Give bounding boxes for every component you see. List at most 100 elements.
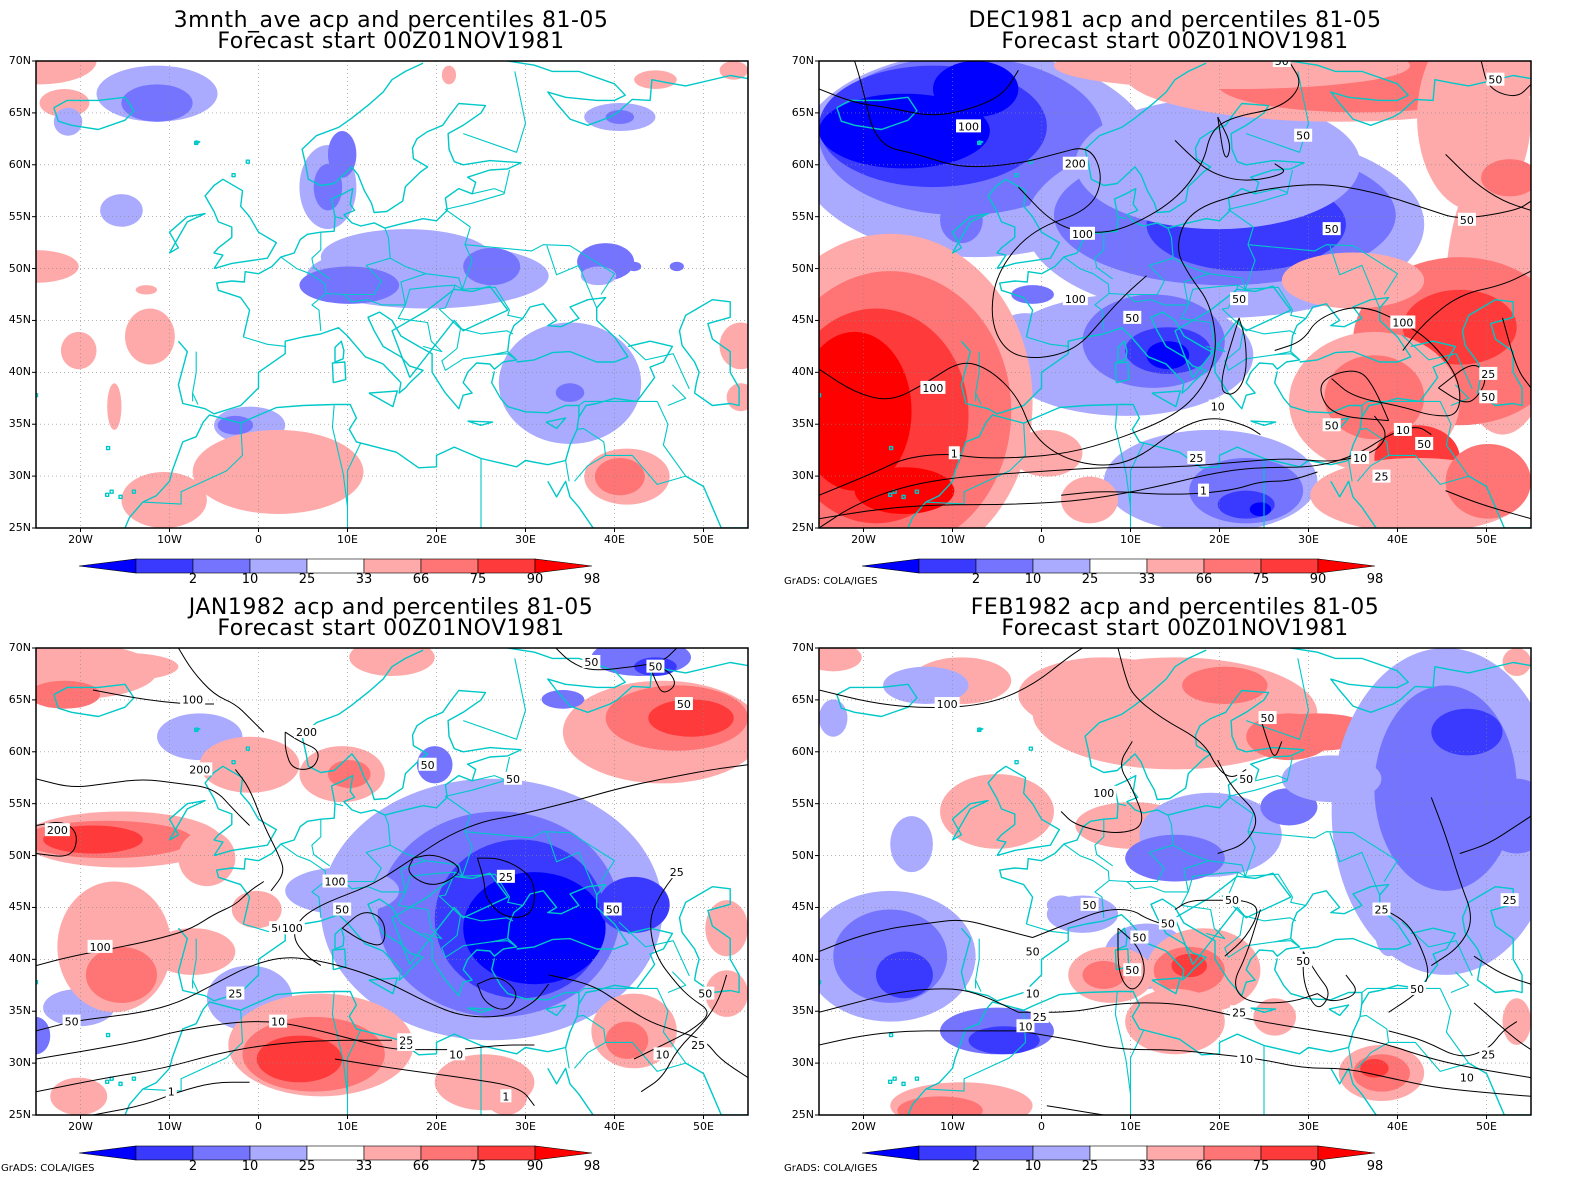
coastline [547, 1067, 606, 1115]
country-border [1361, 400, 1441, 406]
shading-blob [107, 383, 122, 430]
shading-blob [1402, 289, 1517, 365]
colorbar-label: 90 [1309, 1159, 1327, 1174]
contour-label-bg [1393, 422, 1412, 436]
contour-label-bg [1030, 1009, 1049, 1023]
longitude-label: 30E [1298, 1120, 1319, 1133]
country-border [491, 940, 517, 948]
latitude-label: 40N [791, 952, 814, 966]
longitude-label: 20W [851, 533, 876, 546]
colorbar-segment [135, 1145, 194, 1161]
shading-blob [60, 331, 97, 370]
colorbar-label: 90 [1309, 572, 1327, 587]
country-border [1246, 658, 1310, 740]
contour-line [341, 912, 386, 946]
latitude-label: 40N [8, 365, 31, 379]
longitude-label: 30E [515, 533, 536, 546]
colorbar [861, 558, 1376, 574]
coastline [124, 371, 580, 528]
longitude-label: 50E [1476, 533, 1497, 546]
latitude-label: 60N [791, 157, 814, 171]
contour-line [1430, 797, 1471, 967]
contour-label: 10 [1239, 1053, 1253, 1066]
contour-label: 50 [1161, 918, 1175, 931]
country-border [1129, 1029, 1145, 1115]
colorbar-segment [135, 558, 194, 574]
latitude-label: 70N [8, 54, 31, 67]
latitude-label: 50N [8, 261, 31, 275]
contour-label: 1 [1200, 485, 1207, 498]
colorbar-label: 75 [1252, 572, 1270, 587]
island [791, 973, 794, 976]
contour-label-bg [1272, 61, 1291, 67]
contour-label: 1 [502, 1090, 509, 1103]
contour-line [1388, 1021, 1518, 1057]
country-border [573, 1014, 607, 1069]
contour-line [1445, 490, 1531, 520]
colorbar-label: 25 [298, 572, 316, 587]
colorbar-arrow-low [78, 558, 137, 574]
contour-line [1018, 1030, 1531, 1097]
country-border [1361, 987, 1441, 993]
latitude-label: 45N [8, 313, 31, 327]
contour-label: 50 [1132, 932, 1146, 945]
colorbar-label: 98 [1366, 1159, 1384, 1174]
contour-label-bg [1479, 366, 1498, 380]
shading-blob [1481, 159, 1531, 197]
panel-subtitle: Forecast start 00Z01NOV1981 [217, 29, 565, 54]
country-border [311, 232, 331, 280]
country-border [326, 227, 391, 296]
shading-blob [719, 322, 748, 370]
panel-title: 3mnth_ave acp and percentiles 81-05 Forec… [91, 10, 691, 54]
coastline [1330, 480, 1389, 528]
country-border [389, 257, 426, 275]
shading-blob [555, 383, 585, 402]
island [977, 140, 982, 146]
colorbar-segment [363, 558, 422, 574]
longitude-label: 40E [1387, 1120, 1408, 1133]
country-border [462, 286, 523, 319]
country-border [1063, 843, 1110, 918]
precip-contours [819, 61, 1531, 528]
island [791, 386, 794, 389]
shading-blob [1125, 988, 1225, 1055]
contour-label: 50 [506, 773, 520, 786]
panel-title: DEC1981 acp and percentiles 81-05 Forecas… [875, 10, 1475, 53]
panel-subtitle: Forecast start 00Z01NOV1981 [1001, 616, 1349, 641]
longitude-label: 10W [940, 533, 965, 546]
contour-label: 50 [698, 988, 712, 1001]
panel-title: JAN1982 acp and percentiles 81-05 Forecas… [91, 597, 691, 640]
contour-label: 50 [1296, 130, 1310, 143]
country-border [925, 1010, 1027, 1092]
contour-line [1274, 307, 1461, 417]
contour-line [1459, 815, 1531, 854]
colorbar-label: 10 [241, 572, 259, 587]
latitude-label: 70N [791, 641, 814, 654]
contour-line [640, 974, 728, 1093]
shading-blob [875, 951, 933, 999]
country-border [1401, 921, 1473, 977]
colorbar-arrow-high [534, 558, 593, 574]
shading-blob [149, 928, 236, 975]
coastline [678, 886, 740, 994]
latitude-label: 35N [791, 417, 814, 431]
latitude-label: 60N [8, 744, 31, 758]
longitude-label: 20W [851, 1120, 876, 1133]
island [901, 494, 906, 500]
shading-blob [1249, 502, 1272, 517]
country-border [1388, 401, 1470, 485]
contour-label: 25 [691, 1039, 705, 1052]
contour-line [1317, 974, 1356, 1002]
colorbar-arrow-low [861, 558, 920, 574]
contour-label: 100 [1093, 787, 1114, 800]
coastline [951, 212, 989, 254]
country-border [975, 351, 980, 402]
contour-label-bg [948, 446, 960, 460]
country-border [1329, 832, 1381, 896]
country-border [389, 844, 426, 862]
shading-blob [256, 1035, 343, 1083]
shading-blob [349, 648, 435, 677]
shading-blob [327, 760, 371, 789]
coastline [1330, 1067, 1389, 1115]
